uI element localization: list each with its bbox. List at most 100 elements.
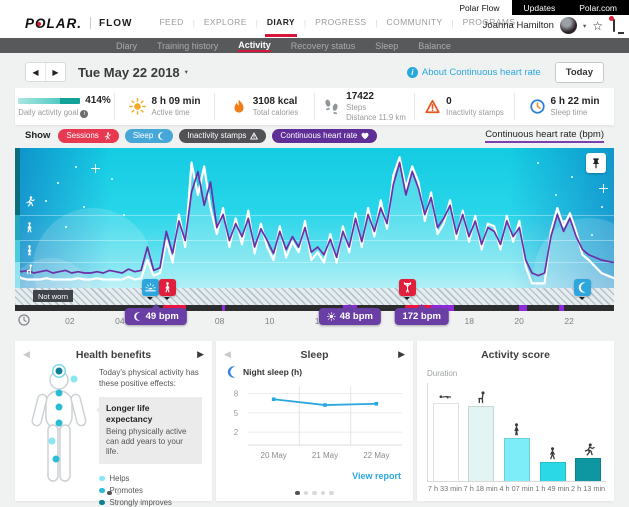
sub-nav-recovery-status[interactable]: Recovery status — [290, 40, 356, 51]
show-filter-row: Show Sessions Sleep Inactivity stamps Conti… — [25, 128, 604, 143]
legend-item-helps: Helps — [99, 474, 202, 483]
nav-separator: | — [451, 18, 454, 28]
heart-rate-segment — [519, 305, 527, 311]
activity-heart-rate-chart[interactable]: Not worn — [15, 148, 614, 311]
moon-icon — [133, 312, 142, 321]
chevron-down-icon[interactable]: ▾ — [582, 22, 587, 30]
pagination-dot[interactable] — [115, 490, 120, 495]
run-icon — [103, 132, 111, 140]
filter-chip-continuous-heart-rate[interactable]: Continuous heart rate — [272, 128, 378, 143]
site-tab-updates[interactable]: Updates — [523, 2, 556, 13]
stat-label: Daily activity goal i — [18, 108, 111, 118]
sub-nav-activity[interactable]: Activity — [238, 39, 271, 52]
next-day-button[interactable]: ▶ — [45, 63, 65, 81]
filter-chip-sleep[interactable]: Sleep — [124, 128, 174, 143]
stat-value: 17422 — [346, 91, 374, 103]
sub-nav-diary[interactable]: Diary — [116, 40, 138, 51]
event-badge-sunrise — [142, 279, 160, 300]
stat-value: 0 — [446, 95, 452, 107]
duration-axis-label: Duration — [427, 369, 458, 378]
polar-logo[interactable]: POLAR. — [25, 15, 83, 31]
main-nav-community[interactable]: COMMUNITY — [386, 17, 443, 27]
bpm-badge: 172 bpm — [394, 304, 449, 325]
stat-value: 6 h 22 min — [550, 95, 600, 107]
sleep-series-label: Night sleep (h) — [226, 366, 302, 378]
score-bar-7-h-18-min — [468, 391, 495, 481]
card-prev-arrow[interactable]: ◀ — [224, 349, 231, 359]
bar — [503, 438, 530, 481]
steps-icon — [323, 98, 340, 115]
main-nav-progress[interactable]: PROGRESS — [315, 17, 367, 27]
health-intro: Today's physical activity has these posi… — [99, 368, 199, 388]
top-header: Polar Flow Updates Polar.com POLAR. FLOW F… — [0, 0, 629, 38]
chip-label: Sessions — [66, 131, 99, 140]
hour-label: 08 — [214, 316, 225, 326]
current-date[interactable]: Tue May 22 2018 — [78, 64, 180, 80]
moon-icon — [226, 366, 238, 378]
stat-label: Active time — [151, 107, 190, 117]
divider — [90, 17, 92, 29]
bpm-value: 49 bpm — [145, 311, 179, 322]
hour-label: 10 — [264, 316, 275, 326]
prev-day-button[interactable]: ◀ — [32, 67, 39, 77]
card-next-arrow[interactable]: ▶ — [398, 349, 405, 359]
user-name[interactable]: Joanna Hamilton — [482, 20, 554, 31]
main-nav-diary[interactable]: DIARY — [258, 12, 304, 37]
filter-chip-inactivity-stamps[interactable]: Inactivity stamps — [179, 128, 267, 143]
about-chr-link[interactable]: i About Continuous heart rate — [406, 66, 541, 78]
filter-chip-sessions[interactable]: Sessions — [58, 128, 119, 143]
stat-active-time: 8 h 09 min Active time — [114, 93, 214, 120]
pagination-dot[interactable] — [107, 490, 112, 495]
moon-icon — [157, 132, 165, 140]
devices-icon[interactable] — [609, 16, 615, 32]
card-next-arrow[interactable]: ▶ — [197, 349, 204, 359]
lying-icon — [439, 388, 452, 401]
score-bar-2-h-13-min — [575, 443, 602, 481]
sun-icon — [129, 98, 146, 115]
main-nav-feed[interactable]: FEED — [159, 17, 184, 27]
favorites-star-icon[interactable]: ☆ — [592, 18, 603, 33]
walk-icon — [546, 447, 559, 460]
pagination-dot[interactable] — [329, 490, 334, 495]
pagination-dot[interactable] — [312, 490, 317, 495]
avatar[interactable] — [559, 17, 577, 34]
stat-sleep-time: 6 h 22 min Sleep time — [514, 93, 614, 120]
sub-nav-balance[interactable]: Balance — [418, 40, 451, 51]
health-benefits-card: ◀ Health benefits ▶ Today's physical act… — [15, 341, 212, 507]
legend-label: Strongly improves — [109, 497, 172, 507]
pin-icon[interactable] — [586, 153, 606, 173]
heart-icon — [361, 132, 369, 140]
date-dropdown-caret[interactable]: ▾ — [184, 69, 188, 76]
pagination-dot[interactable] — [303, 490, 309, 495]
heart-rate-segment — [558, 305, 564, 311]
stat-label: Sleep time — [550, 107, 588, 117]
site-switcher: Polar Flow Updates Polar.com — [447, 0, 629, 15]
sub-nav-training-history[interactable]: Training history — [157, 40, 219, 51]
site-tab-polar-flow[interactable]: Polar Flow — [447, 0, 512, 15]
sub-nav-sleep[interactable]: Sleep — [375, 40, 399, 51]
card-prev-arrow[interactable]: ◀ — [23, 349, 30, 359]
svg-text:2: 2 — [234, 428, 239, 437]
summary-cards: ◀ Health benefits ▶ Today's physical act… — [15, 341, 614, 507]
pagination-dot[interactable] — [295, 490, 300, 495]
run-icon — [582, 443, 595, 456]
stat-label: Total calories — [252, 107, 299, 117]
clock-axis-icon — [18, 314, 30, 326]
today-button[interactable]: Today — [554, 61, 604, 83]
main-nav-explore[interactable]: EXPLORE — [203, 17, 247, 27]
sit-icon — [475, 391, 488, 404]
zone-line — [15, 262, 614, 263]
pagination-dot[interactable] — [320, 490, 326, 495]
view-report-link[interactable]: View report — [352, 471, 401, 481]
benefit-dot — [52, 455, 60, 463]
activity-score-labels: 7 h 33 min 7 h 18 min 4 h 07 min 1 h 49 min… — [427, 484, 606, 493]
info-icon[interactable]: i — [80, 110, 89, 118]
main-nav-programs[interactable]: PROGRAMS — [462, 17, 516, 27]
chart-axis-toggle[interactable]: Continuous heart rate (bpm) — [485, 129, 604, 143]
stat-value: 3108 kcal — [252, 95, 298, 107]
site-tab-polar-com[interactable]: Polar.com — [579, 2, 617, 13]
sleep-line-chart: 8 5 2 20 May 21 May 22 May — [234, 387, 402, 460]
card-pagination — [15, 490, 212, 495]
chip-label: Sleep — [132, 131, 154, 140]
